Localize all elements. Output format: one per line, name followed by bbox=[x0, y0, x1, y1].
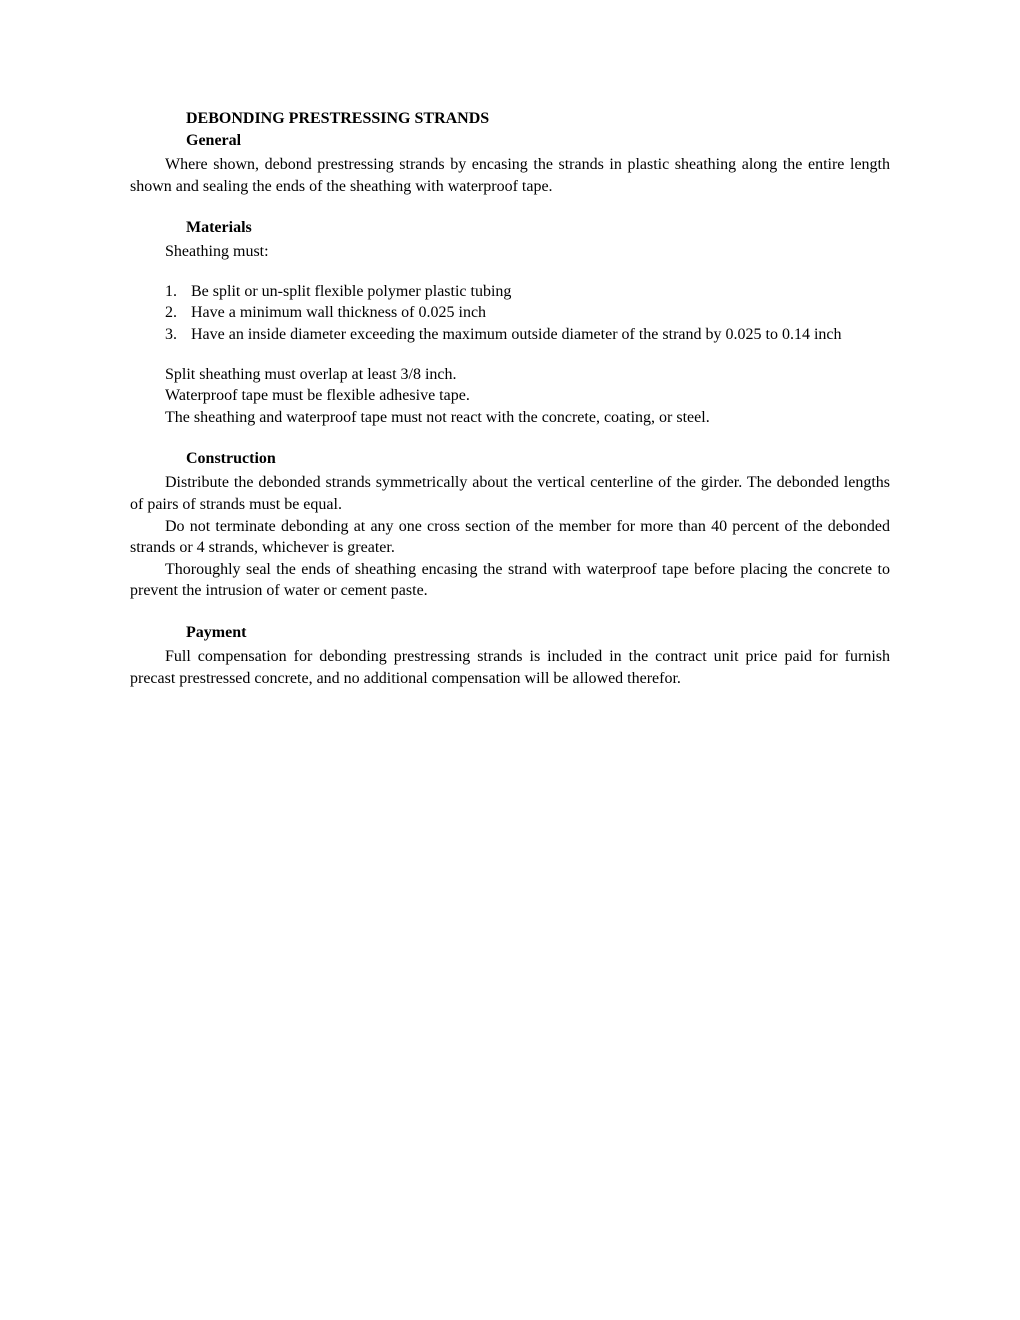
materials-p1: Split sheathing must overlap at least 3/… bbox=[165, 364, 890, 386]
payment-heading: Payment bbox=[186, 624, 890, 642]
list-text: Be split or un-split flexible polymer pl… bbox=[191, 281, 890, 303]
materials-heading: Materials bbox=[186, 219, 890, 237]
list-number: 3. bbox=[165, 324, 191, 346]
list-text: Have an inside diameter exceeding the ma… bbox=[191, 324, 890, 346]
materials-intro: Sheathing must: bbox=[165, 241, 890, 263]
construction-heading: Construction bbox=[186, 450, 890, 468]
list-item: 1. Be split or un-split flexible polymer… bbox=[165, 281, 890, 303]
list-text: Have a minimum wall thickness of 0.025 i… bbox=[191, 302, 890, 324]
materials-p3: The sheathing and waterproof tape must n… bbox=[165, 407, 890, 429]
materials-list: 1. Be split or un-split flexible polymer… bbox=[165, 281, 890, 346]
construction-p1: Distribute the debonded strands symmetri… bbox=[130, 472, 890, 515]
materials-p2: Waterproof tape must be flexible adhesiv… bbox=[165, 385, 890, 407]
main-title: DEBONDING PRESTRESSING STRANDS bbox=[186, 110, 890, 128]
general-heading: General bbox=[186, 132, 890, 150]
general-paragraph: Where shown, debond prestressing strands… bbox=[130, 154, 890, 197]
list-number: 1. bbox=[165, 281, 191, 303]
payment-p1: Full compensation for debonding prestres… bbox=[130, 646, 890, 689]
list-item: 2. Have a minimum wall thickness of 0.02… bbox=[165, 302, 890, 324]
construction-p2: Do not terminate debonding at any one cr… bbox=[130, 516, 890, 559]
construction-p3: Thoroughly seal the ends of sheathing en… bbox=[130, 559, 890, 602]
list-number: 2. bbox=[165, 302, 191, 324]
document-body: DEBONDING PRESTRESSING STRANDS General W… bbox=[130, 110, 890, 689]
list-item: 3. Have an inside diameter exceeding the… bbox=[165, 324, 890, 346]
